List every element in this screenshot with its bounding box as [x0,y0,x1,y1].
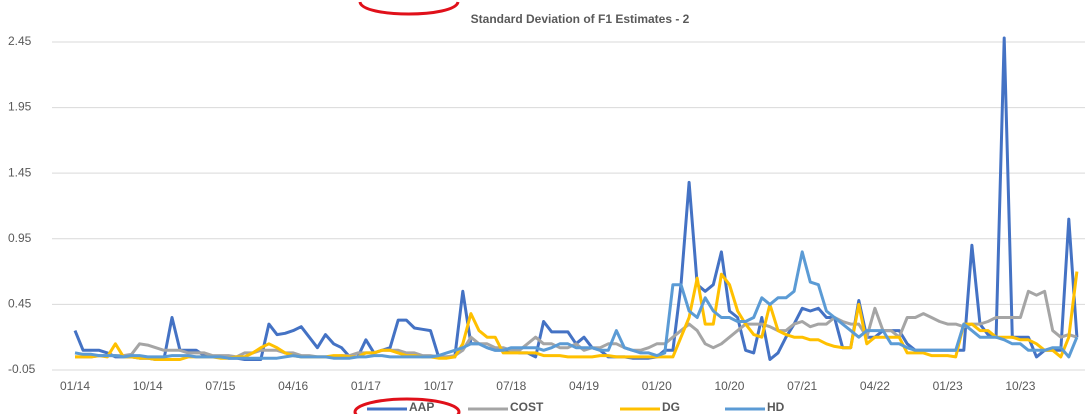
y-tick-label: 0.95 [8,231,32,245]
legend-label: AAP [409,400,434,414]
y-tick-label: -0.05 [8,362,36,376]
x-tick-label: 10/14 [133,379,163,393]
y-tick-label: 1.45 [8,165,32,179]
series-line [73,36,1079,361]
series-line [74,250,1079,360]
x-tick-label: 01/14 [60,379,90,393]
x-tick-label: 07/21 [787,379,817,393]
y-tick-label: 1.95 [8,100,32,114]
x-tick-label: 01/17 [351,379,381,393]
x-tick-label: 07/15 [205,379,235,393]
x-tick-label: 10/23 [1005,379,1035,393]
chart-title: Standard Deviation of F1 Estimates - 2 [471,12,690,26]
x-tick-label: 10/17 [424,379,454,393]
legend-label: HD [767,400,785,414]
x-tick-label: 01/23 [933,379,963,393]
y-tick-label: 0.45 [8,297,32,311]
legend-label: COST [510,400,544,414]
x-tick-label: 04/16 [278,379,308,393]
annotation-circle [353,397,461,414]
x-tick-label: 04/22 [860,379,890,393]
y-tick-label: 2.45 [8,34,32,48]
x-tick-label: 07/18 [496,379,526,393]
x-tick-label: 01/20 [642,379,672,393]
x-tick-label: 04/19 [569,379,599,393]
x-tick-label: 10/20 [714,379,744,393]
legend-label: DG [662,400,680,414]
annotation-circle [358,1,460,16]
series-line [75,289,1078,359]
